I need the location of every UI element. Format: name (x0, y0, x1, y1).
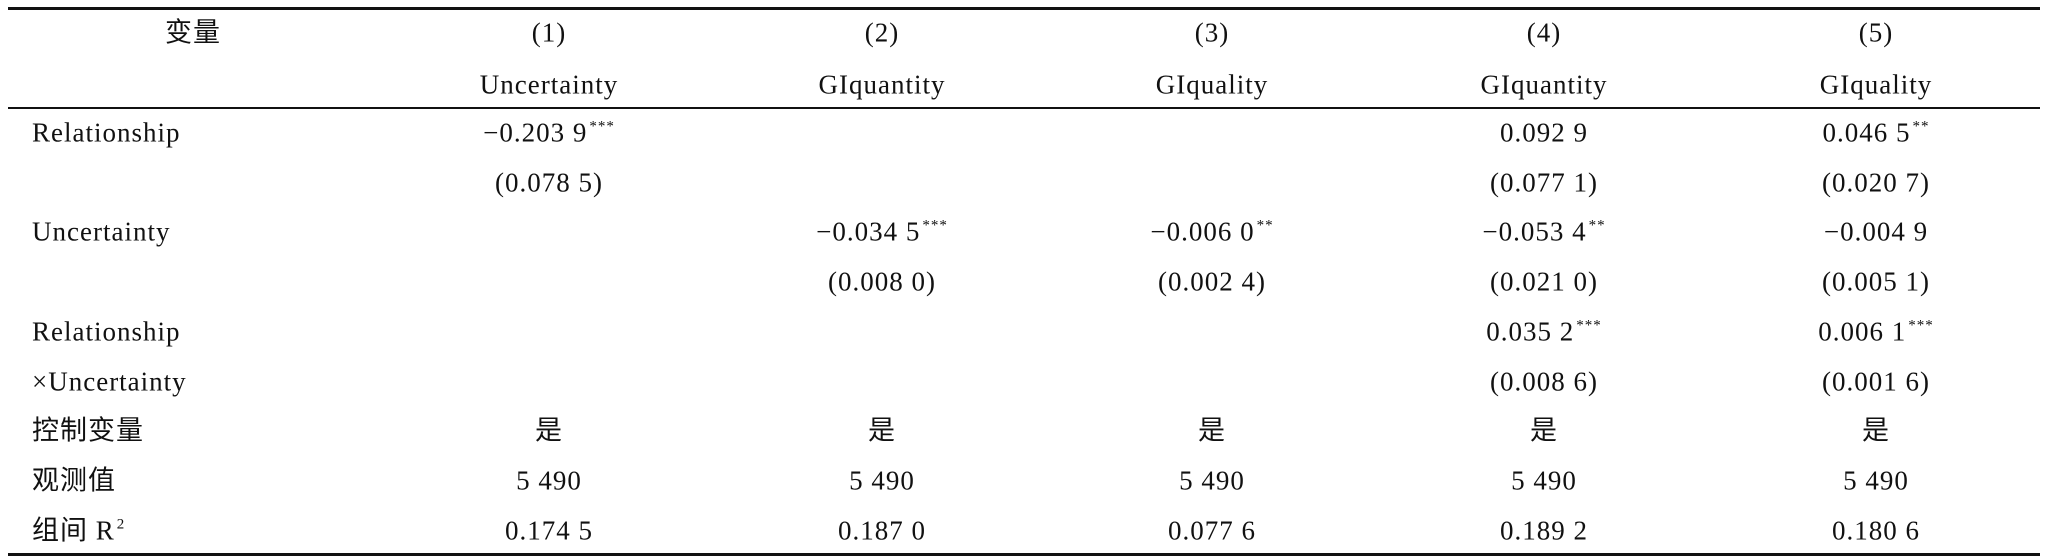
table-cell: (0.001 6) (1822, 366, 1930, 396)
cell-text: 0.092 9 (1500, 117, 1588, 148)
column-header: GIquantity (1480, 69, 1608, 100)
row-label: 变量 (165, 17, 221, 48)
superscript: ** (1588, 217, 1606, 234)
table-cell: (0.077 1) (1490, 167, 1598, 198)
cell-text: 组间 R (32, 515, 115, 546)
table-cell: −0.034 5 *** (816, 216, 948, 247)
top-rule (8, 7, 2040, 10)
table-cell: (0.005 1) (1822, 266, 1930, 297)
row-label: Relationship (32, 316, 181, 347)
table-cell: 0.077 6 (1168, 515, 1256, 546)
table-cell: −0.004 9 (1823, 216, 1929, 247)
superscript: *** (1576, 317, 1602, 334)
column-header: GIquality (1155, 69, 1269, 100)
table-cell: 5 490 (849, 465, 915, 496)
superscript: ** (1256, 217, 1274, 234)
column-header: GIquality (1819, 69, 1933, 100)
table-cell: (0.008 6) (1490, 366, 1598, 396)
cell-text: −0.004 9 (1823, 216, 1929, 247)
cell-text: 0.006 1 (1818, 316, 1907, 347)
cell-text: −0.034 5 (816, 216, 921, 247)
row-label: ×Uncertainty (32, 366, 187, 396)
table-cell: −0.053 4 ** (1482, 216, 1606, 247)
table-cell: (0.020 7) (1822, 167, 1930, 198)
table-cell: −0.006 0 ** (1150, 216, 1274, 247)
cell-text: −0.006 0 (1150, 216, 1255, 247)
column-header: (5) (1858, 17, 1894, 48)
table-cell: 0.092 9 (1500, 117, 1588, 148)
column-header: (1) (531, 17, 567, 48)
column-header: (2) (864, 17, 900, 48)
row-label: 观测值 (32, 465, 116, 496)
table-cell: 是 (868, 415, 896, 446)
table-cell: (0.008 0) (828, 266, 936, 297)
row-label: Relationship (32, 117, 181, 148)
table-cell: 0.187 0 (838, 515, 926, 546)
table-cell: (0.002 4) (1158, 266, 1266, 297)
table-cell: 0.035 2 *** (1486, 318, 1602, 345)
table-cell: 5 490 (516, 465, 582, 496)
cell-text: −0.203 9 (483, 117, 588, 148)
table-cell: 0.006 1 *** (1818, 318, 1934, 345)
table-cell: 是 (1198, 415, 1226, 446)
column-header: (3) (1194, 17, 1230, 48)
table-cell: 是 (1862, 415, 1890, 446)
table-cell: 是 (1530, 415, 1558, 446)
table-cell: 0.180 6 (1832, 515, 1920, 546)
cell-text: −0.053 4 (1482, 216, 1587, 247)
column-header: Uncertainty (479, 69, 619, 100)
table-cell: 5 490 (1179, 465, 1245, 496)
table-cell: −0.203 9 *** (483, 117, 615, 148)
table-cell: (0.021 0) (1490, 266, 1598, 297)
table-cell: 5 490 (1843, 465, 1909, 496)
superscript: *** (922, 217, 948, 234)
bottom-rule (8, 553, 2040, 556)
table-cell: 0.189 2 (1500, 515, 1588, 546)
cell-text: 0.046 5 (1822, 117, 1911, 148)
table-cell: (0.078 5) (495, 167, 603, 198)
column-header: GIquantity (818, 69, 946, 100)
table-cell: 是 (535, 415, 563, 446)
cell-text: 0.035 2 (1486, 316, 1575, 347)
superscript: *** (589, 118, 615, 135)
column-header: (4) (1526, 17, 1562, 48)
table-cell: 0.046 5 ** (1822, 117, 1930, 148)
header-rule (8, 107, 2040, 109)
row-label: Uncertainty (32, 216, 171, 247)
table-cell: 5 490 (1511, 465, 1577, 496)
superscript: ** (1912, 118, 1930, 135)
superscript: *** (1908, 317, 1934, 334)
table-cell: 0.174 5 (505, 515, 593, 546)
superscript: 2 (116, 516, 126, 533)
row-label: 控制变量 (32, 415, 144, 446)
